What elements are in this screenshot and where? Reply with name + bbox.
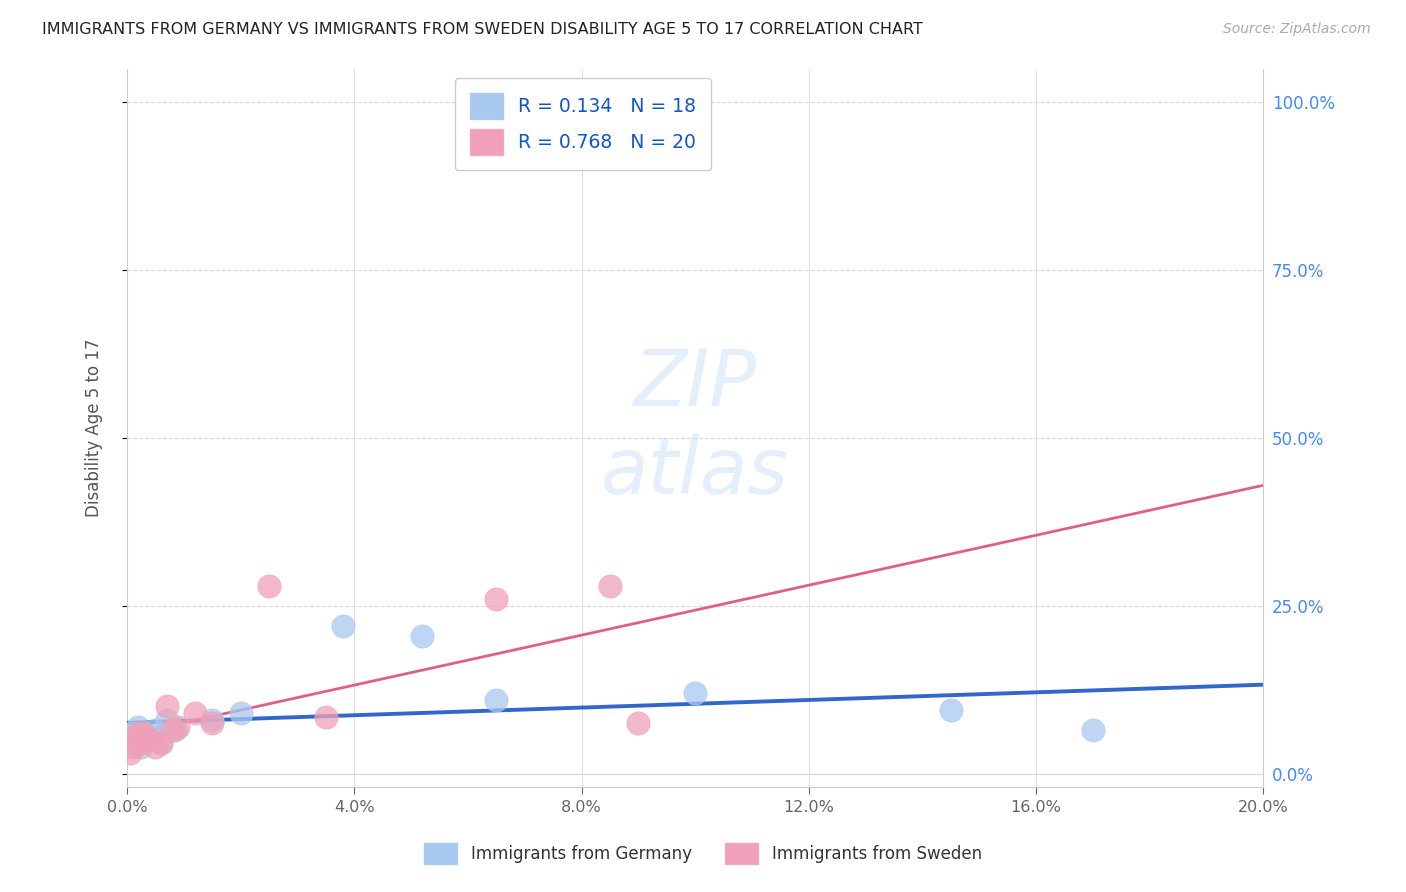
Point xyxy=(124,730,146,744)
Point xyxy=(127,726,149,740)
Point xyxy=(132,726,155,740)
Point xyxy=(332,619,354,633)
Point xyxy=(121,739,143,754)
Point xyxy=(683,686,706,700)
Y-axis label: Disability Age 5 to 17: Disability Age 5 to 17 xyxy=(86,339,103,517)
Point xyxy=(143,739,166,754)
Legend: R = 0.134   N = 18, R = 0.768   N = 20: R = 0.134 N = 18, R = 0.768 N = 20 xyxy=(454,78,711,170)
Point xyxy=(129,739,152,754)
Point xyxy=(156,713,179,727)
Point xyxy=(165,723,187,737)
Point xyxy=(127,720,149,734)
Point xyxy=(939,703,962,717)
Text: ZIP
atlas: ZIP atlas xyxy=(602,346,789,510)
Point xyxy=(201,713,224,727)
Point xyxy=(150,736,173,750)
Point xyxy=(485,592,508,607)
Point xyxy=(162,723,184,737)
Point xyxy=(156,699,179,714)
Point xyxy=(132,726,155,740)
Point xyxy=(118,747,141,761)
Point xyxy=(135,733,157,747)
Point xyxy=(201,716,224,731)
Point xyxy=(257,579,280,593)
Point xyxy=(184,706,207,721)
Point xyxy=(124,733,146,747)
Point xyxy=(411,629,433,643)
Point xyxy=(485,692,508,706)
Point xyxy=(138,733,160,747)
Point xyxy=(167,720,190,734)
Point xyxy=(121,726,143,740)
Point xyxy=(229,706,252,721)
Point xyxy=(315,709,337,723)
Point xyxy=(120,736,142,750)
Point xyxy=(1081,723,1104,737)
Point xyxy=(150,736,173,750)
Point xyxy=(129,736,152,750)
Point xyxy=(138,730,160,744)
Legend: Immigrants from Germany, Immigrants from Sweden: Immigrants from Germany, Immigrants from… xyxy=(418,837,988,871)
Point xyxy=(627,716,650,731)
Text: Source: ZipAtlas.com: Source: ZipAtlas.com xyxy=(1223,22,1371,37)
Text: IMMIGRANTS FROM GERMANY VS IMMIGRANTS FROM SWEDEN DISABILITY AGE 5 TO 17 CORRELA: IMMIGRANTS FROM GERMANY VS IMMIGRANTS FR… xyxy=(42,22,924,37)
Point xyxy=(143,723,166,737)
Point xyxy=(599,579,621,593)
